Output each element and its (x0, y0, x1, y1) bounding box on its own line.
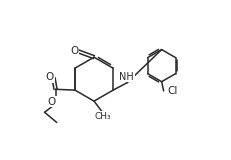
Text: O: O (70, 46, 78, 56)
Text: Cl: Cl (167, 87, 177, 96)
Text: CH₃: CH₃ (94, 112, 111, 121)
Text: NH: NH (119, 72, 133, 82)
Text: O: O (48, 97, 56, 107)
Text: O: O (46, 72, 54, 82)
